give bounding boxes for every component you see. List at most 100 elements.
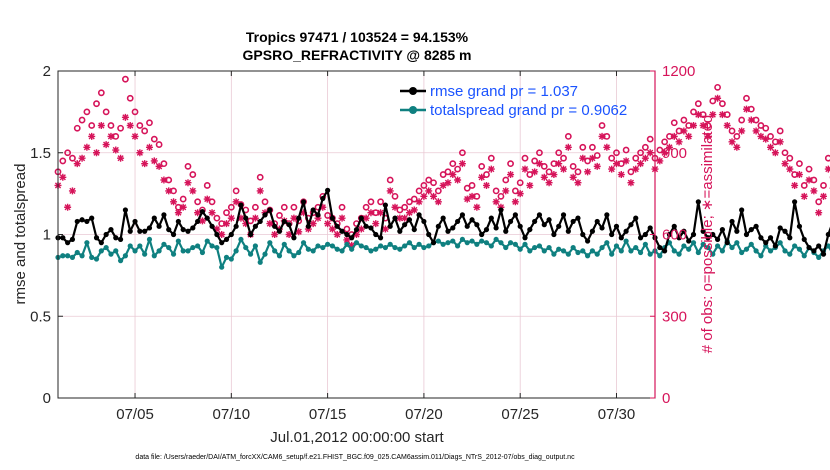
totalspread-point [801, 253, 807, 259]
rmse-point [546, 217, 552, 223]
obs-possible-point [64, 149, 72, 157]
obs-possible-point [391, 192, 399, 200]
obs-possible-point [454, 165, 462, 173]
totalspread-point [584, 253, 591, 259]
rmse-point [787, 235, 793, 241]
rmse-point [166, 226, 172, 233]
rmse-point [671, 223, 677, 229]
totalspread-point [628, 248, 634, 254]
obs-assimilated-point [242, 220, 250, 228]
rmse-point [243, 215, 249, 221]
rmse-point [344, 231, 350, 238]
rmse-point [60, 235, 66, 241]
obs-assimilated-point [584, 168, 592, 176]
rmse-point [498, 207, 504, 213]
totalspread-point [729, 244, 735, 251]
rmse-point [705, 235, 711, 241]
obs-assimilated-point [83, 143, 91, 151]
totalspread-point [142, 251, 148, 257]
obs-possible-point [680, 116, 688, 124]
obs-possible-point [608, 154, 616, 162]
obs-assimilated-point [608, 165, 616, 173]
series-rmse [55, 187, 830, 257]
obs-possible-point [194, 198, 202, 206]
obs-assimilated-point [381, 225, 389, 233]
x-tick-label: 07/30 [598, 406, 636, 423]
totalspread-point [161, 241, 167, 247]
obs-assimilated-point [458, 160, 466, 168]
obs-possible-point [555, 149, 563, 157]
rmse-point [820, 251, 827, 257]
rmse-point [657, 244, 663, 251]
obs-possible-point [560, 154, 567, 162]
rmse-point [686, 238, 692, 244]
totalspread-point [633, 244, 639, 251]
totalspread-point [93, 256, 100, 262]
totalspread-point [565, 251, 571, 257]
obs-assimilated-point [805, 176, 813, 184]
obs-possible-point [641, 143, 649, 151]
rmse-point [151, 215, 157, 221]
rmse-point [806, 244, 812, 251]
totalspread-point [223, 254, 230, 260]
rmse-point [358, 215, 364, 221]
obs-possible-point [762, 124, 770, 132]
obs-assimilated-point [386, 187, 394, 195]
rmse-point [666, 231, 673, 238]
obs-assimilated-point [117, 154, 125, 162]
obs-possible-point [661, 138, 669, 146]
totalspread-point [315, 243, 321, 249]
obs-possible-point [415, 187, 423, 195]
obs-possible-point [107, 122, 115, 129]
rmse-point [792, 199, 798, 205]
totalspread-point [734, 240, 740, 246]
rmse-point [156, 223, 162, 229]
rmse-point [195, 218, 201, 225]
obs-assimilated-point [555, 160, 563, 168]
rmse-point [777, 225, 783, 231]
rmse-point [329, 215, 336, 221]
obs-assimilated-point [564, 143, 572, 151]
obs-possible-point [463, 184, 471, 192]
totalspread-point [358, 243, 364, 249]
obs-assimilated-point [338, 214, 346, 222]
totalspread-point [368, 248, 374, 254]
totalspread-point [122, 253, 129, 259]
chart-title-line1: Tropics 97471 / 103524 = 94.153% [246, 29, 469, 45]
obs-possible-point [492, 187, 500, 195]
totalspread-point [300, 240, 307, 246]
y-left-tick-label: 1.5 [30, 145, 51, 162]
legend: rmse grand pr = 1.037 totalspread grand … [400, 83, 627, 119]
obs-assimilated-point [478, 173, 486, 181]
obs-possible-point [646, 135, 654, 143]
rmse-point [618, 235, 624, 241]
totalspread-point [199, 249, 206, 256]
totalspread-point [272, 248, 278, 254]
obs-assimilated-point [449, 171, 457, 179]
obs-possible-point [150, 135, 158, 143]
obs-possible-point [401, 203, 409, 211]
rmse-point [724, 240, 730, 246]
obs-assimilated-point [251, 214, 259, 222]
totalspread-point [305, 246, 311, 252]
rmse-point [681, 228, 687, 234]
rmse-point [416, 212, 422, 218]
obs-assimilated-point [150, 157, 158, 165]
obs-possible-point [815, 198, 823, 206]
obs-possible-point [478, 162, 486, 170]
y-left-tick-label: 1 [43, 227, 51, 244]
rmse-point [719, 226, 726, 233]
obs-possible-point [179, 195, 187, 203]
totalspread-point [556, 246, 562, 252]
rmse-point [426, 231, 432, 238]
obs-possible-point [223, 209, 230, 217]
obs-possible-point [694, 100, 702, 108]
rmse-point [739, 207, 745, 213]
totalspread-point [103, 244, 109, 251]
obs-possible-point [637, 149, 644, 157]
rmse-point [65, 240, 71, 246]
rmse-point [325, 187, 331, 193]
rmse-point [286, 222, 292, 228]
rmse-point [334, 223, 340, 229]
totalspread-point [739, 249, 745, 256]
